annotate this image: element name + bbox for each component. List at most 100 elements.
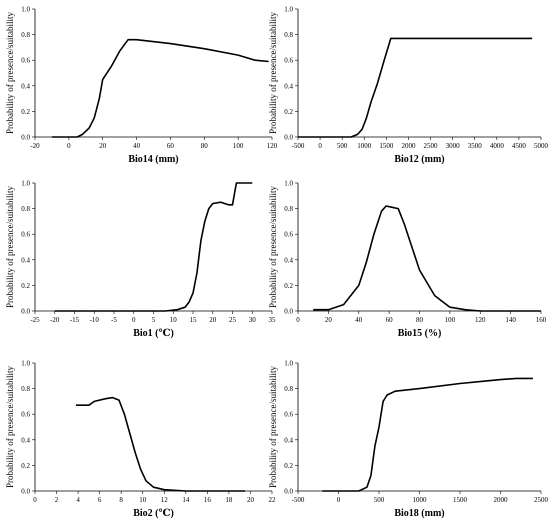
x-tick-label: 40 xyxy=(133,142,141,150)
chart-panel-2: 0.0 0.2 0.4 0.6 0.8 1.0 -500 0 500 1000 1500 2000 25… xyxy=(268,6,549,166)
y-tick-label: 0.4 xyxy=(284,436,293,444)
x-tick-label: 100 xyxy=(445,316,456,324)
x-tick-label: 20 xyxy=(325,316,333,324)
chart-panel-3: 0.0 0.2 0.4 0.6 0.8 1.0 -25 -20 -15 -10 -5 0 5 10 15 20… xyxy=(5,180,276,340)
y-tick-label: 0.4 xyxy=(284,256,293,264)
x-tick-label: 2 xyxy=(55,496,59,504)
x-tick-label: 140 xyxy=(505,316,516,324)
x-tick-label: -10 xyxy=(90,316,100,324)
x-tick-label: -500 xyxy=(292,142,305,150)
x-tick-label: 60 xyxy=(386,316,394,324)
x-tick-label: 1000 xyxy=(413,496,428,504)
chart-panel-6: 0.0 0.2 0.4 0.6 0.8 1.0 -500 0 500 1000 1500 2000 25… xyxy=(268,360,549,520)
y-tick-label: 0.2 xyxy=(284,108,293,116)
x-tick-label: 2500 xyxy=(424,142,439,150)
response-curve xyxy=(54,182,253,312)
x-tick-label: 18 xyxy=(225,496,233,504)
response-curve xyxy=(75,396,246,492)
x-tick-label: 10 xyxy=(170,316,178,324)
x-axis-label: Bio18 (mm) xyxy=(394,508,444,519)
x-tick-label: -20 xyxy=(50,316,60,324)
y-tick-label: 0.2 xyxy=(284,462,293,470)
y-tick-label: 0.6 xyxy=(284,231,293,239)
x-tick-label: 2500 xyxy=(534,496,549,504)
x-tick-label: 12 xyxy=(161,496,169,504)
x-tick-label: 15 xyxy=(190,316,198,324)
y-tick-label: 0.4 xyxy=(21,82,30,90)
x-tick-label: -5 xyxy=(111,316,117,324)
y-axis-label: Probability of presence/suitability xyxy=(5,12,15,134)
y-axis-label: Probability of presence/suitability xyxy=(268,366,278,488)
x-axis-label: Bio1 (℃) xyxy=(133,328,174,339)
x-tick-label: 500 xyxy=(337,142,348,150)
y-tick-label: 1.0 xyxy=(21,180,30,188)
x-tick-label: 4 xyxy=(76,496,80,504)
response-curve xyxy=(313,205,541,312)
x-tick-label: 20 xyxy=(209,316,217,324)
y-tick-label: 0.4 xyxy=(284,82,293,90)
x-tick-label: 120 xyxy=(267,142,278,150)
y-tick-label: 1.0 xyxy=(21,6,30,14)
x-tick-label: 0 xyxy=(132,316,136,324)
x-tick-label: 16 xyxy=(204,496,212,504)
y-tick-label: 0.2 xyxy=(21,108,30,116)
x-tick-label: 3000 xyxy=(446,142,461,150)
x-axis-label: Bio15 (%) xyxy=(398,328,442,339)
x-tick-label: 0 xyxy=(296,316,300,324)
x-tick-label: 0 xyxy=(33,496,37,504)
x-tick-label: 35 xyxy=(269,316,277,324)
x-tick-label: 1500 xyxy=(453,496,468,504)
response-curve xyxy=(322,377,533,492)
y-tick-label: 0.8 xyxy=(21,205,30,213)
y-tick-label: 0.8 xyxy=(284,31,293,39)
y-tick-label: 0.0 xyxy=(21,134,30,142)
y-tick-label: 0.6 xyxy=(21,231,30,239)
x-tick-label: 25 xyxy=(229,316,237,324)
x-tick-label: 3500 xyxy=(468,142,483,150)
x-tick-label: 2000 xyxy=(401,142,416,150)
x-tick-label: 2000 xyxy=(494,496,509,504)
x-tick-label: 8 xyxy=(119,496,123,504)
y-tick-label: 1.0 xyxy=(284,180,293,188)
y-tick-label: 0.0 xyxy=(21,488,30,496)
y-tick-label: 0.0 xyxy=(284,488,293,496)
x-axis-label: Bio14 (mm) xyxy=(128,154,178,165)
x-tick-label: -15 xyxy=(70,316,80,324)
y-axis-label: Probability of presence/suitability xyxy=(268,186,278,308)
x-axis-label: Bio2 (℃) xyxy=(133,508,174,519)
response-curve xyxy=(51,38,269,138)
x-tick-label: 14 xyxy=(182,496,190,504)
y-tick-label: 0.6 xyxy=(21,411,30,419)
y-axis-label: Probability of presence/suitability xyxy=(5,186,15,308)
y-tick-label: 0.8 xyxy=(21,385,30,393)
response-curve xyxy=(298,37,533,138)
y-tick-label: 0.0 xyxy=(21,308,30,316)
y-tick-label: 1.0 xyxy=(284,360,293,368)
x-axis-label: Bio12 (mm) xyxy=(394,154,444,165)
x-tick-label: 0 xyxy=(337,496,341,504)
x-tick-label: 160 xyxy=(536,316,547,324)
y-tick-label: 0.2 xyxy=(21,282,30,290)
y-tick-label: 0.2 xyxy=(284,282,293,290)
y-tick-label: 1.0 xyxy=(284,6,293,14)
x-tick-label: 1000 xyxy=(357,142,372,150)
y-tick-label: 0.8 xyxy=(21,31,30,39)
x-tick-label: 4000 xyxy=(490,142,505,150)
y-tick-label: 1.0 xyxy=(21,360,30,368)
y-tick-label: 0.6 xyxy=(284,57,293,65)
x-tick-label: 0 xyxy=(67,142,71,150)
x-tick-label: 20 xyxy=(99,142,107,150)
x-tick-label: 500 xyxy=(374,496,385,504)
y-tick-label: 0.0 xyxy=(284,308,293,316)
x-tick-label: 0 xyxy=(318,142,322,150)
y-tick-label: 0.8 xyxy=(284,205,293,213)
y-tick-label: 0.0 xyxy=(284,134,293,142)
x-tick-label: 10 xyxy=(139,496,147,504)
y-tick-label: 0.8 xyxy=(284,385,293,393)
x-tick-label: 80 xyxy=(416,316,424,324)
x-tick-label: 4500 xyxy=(512,142,527,150)
x-tick-label: 6 xyxy=(98,496,102,504)
y-tick-label: 0.2 xyxy=(21,462,30,470)
x-tick-label: -25 xyxy=(30,316,40,324)
